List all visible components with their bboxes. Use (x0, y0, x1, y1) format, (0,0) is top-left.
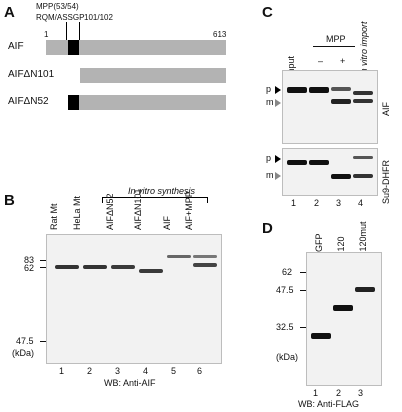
lane-b5-label: AIF (162, 215, 172, 230)
band-c4-su9-m (353, 174, 373, 178)
mpp-line (313, 46, 355, 47)
lane-c2-number: 2 (314, 198, 320, 208)
cleavage-site-label: 101/102 (84, 13, 113, 22)
lane-b3-number: 3 (115, 366, 121, 376)
marker-b-83: 83 (24, 255, 35, 265)
construct-aifdn52-label: AIFΔN52 (8, 96, 49, 107)
m-label-aif: m (266, 97, 274, 107)
lane-b1-label: Rat Mt (49, 203, 59, 230)
lane-b4-number: 4 (143, 366, 149, 376)
m-label-su9: m (266, 170, 274, 180)
m-arrow-aif-icon (275, 99, 281, 107)
band-d3 (355, 287, 375, 292)
band-c3-p (331, 87, 351, 91)
band-c4-m (353, 99, 373, 103)
marker-b-83-tick (40, 260, 46, 261)
lane-c3-number: 3 (336, 198, 342, 208)
marker-b-62: 62 (24, 263, 35, 273)
marker-b-47-5-tick (40, 341, 46, 342)
sequence-label: RQM/ASSGP (36, 13, 85, 22)
lane-c1-number: 1 (291, 198, 297, 208)
p-label-aif: p (266, 84, 272, 94)
band-b5 (167, 255, 191, 258)
band-c4-upper (353, 91, 373, 95)
start-residue: 1 (44, 30, 49, 39)
lane-c2-label: – (318, 56, 324, 66)
band-c1-su9-p (287, 160, 307, 165)
marker-d-32-5: 32.5 (276, 322, 294, 332)
band-d2 (333, 305, 353, 311)
band-c3-su9-m (331, 174, 351, 179)
band-b6-upper (193, 255, 217, 258)
mpp-label: MPP (326, 34, 346, 44)
unit-b: (kDa) (12, 348, 34, 358)
band-c2-su9-p (309, 160, 329, 165)
marker-d-62: 62 (282, 267, 293, 277)
lane-b2-label: HeLa Mt (72, 195, 82, 230)
marker-d-62-tick (300, 272, 306, 273)
blot-c-aif (282, 70, 378, 144)
blot-b (46, 234, 222, 364)
lane-b4-label: AIFΔN101 (133, 188, 143, 230)
construct-aifdn101-bar (80, 68, 226, 83)
panel-b-letter: B (4, 192, 15, 209)
mpp-site-label: MPP(53/54) (36, 2, 79, 11)
p-arrow-su9-icon (275, 155, 281, 163)
panel-a-letter: A (4, 4, 15, 21)
band-d1 (311, 333, 331, 339)
construct-aifdn52-motif (68, 95, 79, 110)
construct-aif-bar (46, 40, 226, 55)
band-b2 (83, 265, 107, 269)
construct-aifdn52-bar (68, 95, 226, 110)
lane-d2-number: 2 (336, 388, 342, 398)
lane-d1-number: 1 (313, 388, 319, 398)
cleavage-site-line (79, 22, 80, 40)
band-b6-lower (193, 263, 217, 267)
end-residue: 613 (213, 30, 227, 39)
unit-d: (kDa) (276, 352, 298, 362)
band-c4-su9-p (353, 156, 373, 159)
wb-b-label: WB: Anti-AIF (104, 378, 156, 388)
wb-d-label: WB: Anti-FLAG (298, 399, 360, 409)
blot-c-su9 (282, 148, 378, 196)
band-b1 (55, 265, 79, 269)
band-c3-m (331, 99, 351, 104)
panel-c-letter: C (262, 4, 273, 21)
panel-d-letter: D (262, 220, 273, 237)
construct-aifdn101-label: AIFΔN101 (8, 69, 55, 80)
p-label-su9: p (266, 153, 272, 163)
construct-aif-label: AIF (8, 41, 24, 52)
lane-d3-number: 3 (358, 388, 364, 398)
lane-b5-number: 5 (171, 366, 177, 376)
band-c2-p (309, 87, 329, 93)
construct-aif-motif (68, 40, 79, 55)
in-vitro-synthesis-header: In vitro synthesis (128, 186, 196, 196)
m-arrow-su9-icon (275, 172, 281, 180)
lane-b3-label: AIFΔN52 (105, 193, 115, 230)
marker-b-62-tick (40, 267, 46, 268)
row-label-su9-dhfr: Su9-DHFR (381, 159, 391, 204)
lane-b6-number: 6 (197, 366, 203, 376)
lane-b6-label: AIF+MPP (184, 191, 194, 230)
band-b4 (139, 269, 163, 273)
lane-b2-number: 2 (87, 366, 93, 376)
lane-c4-number: 4 (358, 198, 364, 208)
lane-c3-label: + (340, 56, 346, 66)
synthesis-bracket (102, 197, 208, 203)
marker-d-32-5-tick (300, 327, 306, 328)
lane-c4-label: In vitro import (359, 21, 369, 76)
marker-d-47-5-tick (300, 290, 306, 291)
p-arrow-aif-icon (275, 86, 281, 94)
lane-b1-number: 1 (59, 366, 65, 376)
marker-d-47-5: 47.5 (276, 285, 294, 295)
band-b3 (111, 265, 135, 269)
mpp-site-line (66, 22, 67, 40)
marker-b-47-5: 47.5 (16, 336, 34, 346)
band-c1-p (287, 87, 307, 93)
row-label-aif: AIF (381, 101, 391, 116)
blot-d (306, 252, 382, 386)
